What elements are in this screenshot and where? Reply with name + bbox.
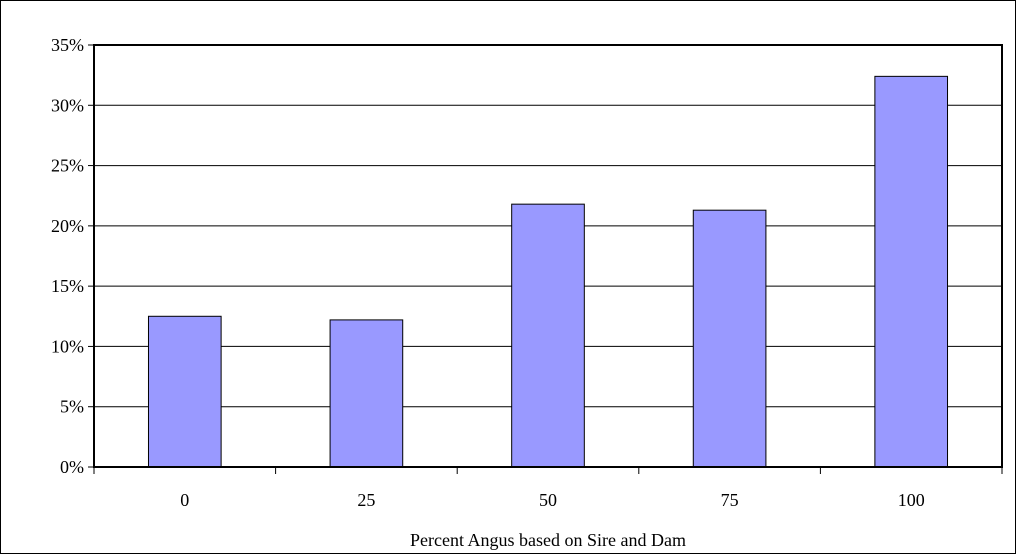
bar-75 <box>692 209 767 468</box>
y-tick-label: 10% <box>51 336 84 356</box>
x-tick-label: 50 <box>539 490 557 510</box>
x-axis-title: Percent Angus based on Sire and Dam <box>410 530 686 550</box>
y-tick-label: 15% <box>51 276 84 296</box>
y-tick-label: 30% <box>51 95 84 115</box>
y-tick-label: 0% <box>60 457 84 477</box>
bar-25 <box>329 319 404 468</box>
bar-50 <box>511 203 585 468</box>
y-tick-label: 20% <box>51 216 84 236</box>
plot-area-frame <box>93 44 1003 468</box>
y-tick-label: 5% <box>60 397 84 417</box>
bars <box>147 75 949 468</box>
x-tick-label: 0 <box>180 490 189 510</box>
y-tick-label: 25% <box>51 156 84 176</box>
y-tick-label: 35% <box>51 35 84 55</box>
x-axis-ticks: 0 25 50 75 100 <box>93 467 1003 510</box>
x-tick-label: 75 <box>721 490 739 510</box>
x-tick-label: 100 <box>898 490 925 510</box>
bar-100 <box>874 75 949 468</box>
y-axis-ticks: 0% 5% 10% 15% 20% 25% 30% 35% <box>51 35 94 477</box>
bar-0 <box>147 315 222 468</box>
x-tick-label: 25 <box>357 490 375 510</box>
